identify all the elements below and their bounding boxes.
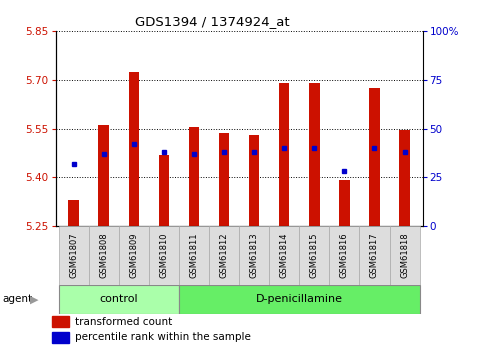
FancyBboxPatch shape [299,226,329,285]
Bar [99,125,109,226]
Bar [309,83,320,226]
Bar [189,127,199,226]
Text: GSM61818: GSM61818 [400,233,409,278]
FancyBboxPatch shape [58,285,179,314]
Bar [128,72,139,226]
FancyBboxPatch shape [209,226,239,285]
Text: transformed count: transformed count [75,317,172,327]
Bar [399,130,410,226]
FancyBboxPatch shape [329,226,359,285]
Text: GSM61815: GSM61815 [310,233,319,278]
Text: GSM61813: GSM61813 [250,233,258,278]
Text: GSM61808: GSM61808 [99,233,108,278]
Text: ▶: ▶ [30,294,39,304]
FancyBboxPatch shape [359,226,389,285]
FancyBboxPatch shape [179,226,209,285]
FancyBboxPatch shape [149,226,179,285]
FancyBboxPatch shape [58,226,89,285]
Text: GDS1394 / 1374924_at: GDS1394 / 1374924_at [135,16,290,29]
Text: GSM61817: GSM61817 [370,233,379,278]
Text: GSM61812: GSM61812 [220,233,228,278]
FancyBboxPatch shape [389,226,420,285]
Text: GSM61810: GSM61810 [159,233,169,278]
Text: GSM61816: GSM61816 [340,233,349,278]
FancyBboxPatch shape [89,226,119,285]
Text: GSM61807: GSM61807 [69,233,78,278]
Text: agent: agent [2,294,32,304]
Bar [53,316,69,327]
FancyBboxPatch shape [119,226,149,285]
Bar [158,155,169,226]
Text: GSM61814: GSM61814 [280,233,289,278]
Bar [249,135,259,226]
Bar [68,200,79,226]
Bar [279,83,289,226]
Text: D-penicillamine: D-penicillamine [256,294,343,304]
Bar [339,180,350,226]
Bar [219,134,229,226]
FancyBboxPatch shape [179,285,420,314]
FancyBboxPatch shape [239,226,269,285]
Text: percentile rank within the sample: percentile rank within the sample [75,332,251,342]
Text: GSM61809: GSM61809 [129,233,138,278]
Bar [53,332,69,343]
FancyBboxPatch shape [269,226,299,285]
Bar [369,88,380,226]
Text: GSM61811: GSM61811 [189,233,199,278]
Text: control: control [99,294,138,304]
